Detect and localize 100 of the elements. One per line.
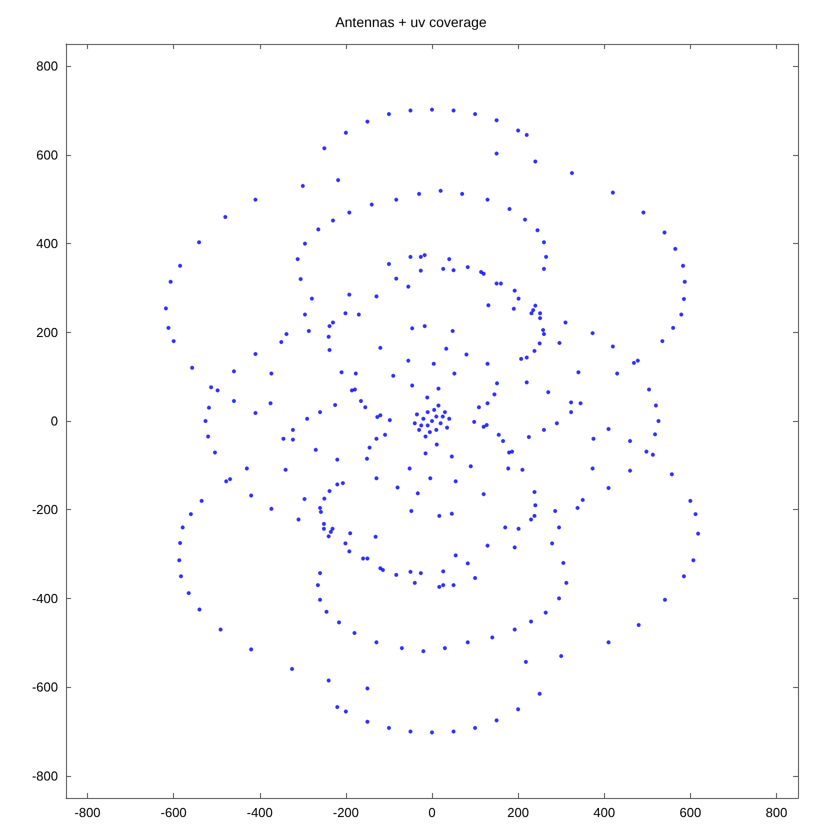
point (526, 434, 531, 439)
point (318, 571, 322, 576)
point (498, 282, 503, 286)
point (424, 434, 428, 439)
point (452, 108, 456, 113)
point (190, 366, 194, 370)
point (396, 486, 400, 490)
point (300, 184, 305, 188)
point (520, 468, 524, 472)
point (410, 384, 414, 388)
y-tick-label: -200 (32, 502, 58, 518)
point (452, 583, 456, 588)
point (206, 406, 211, 410)
point (386, 262, 391, 266)
point (452, 268, 456, 272)
point (318, 510, 323, 514)
point (450, 512, 454, 516)
point (496, 432, 501, 437)
point (417, 192, 422, 196)
point (412, 421, 417, 426)
point (365, 686, 370, 690)
point (330, 320, 335, 325)
point (302, 497, 307, 502)
point (394, 572, 398, 577)
point (681, 264, 686, 268)
point (696, 532, 700, 536)
point (412, 580, 417, 585)
point (365, 556, 370, 560)
point (424, 451, 428, 456)
point (486, 303, 490, 308)
point (408, 108, 412, 113)
point (557, 525, 562, 530)
point (563, 320, 568, 325)
x-tick-label: 400 (593, 805, 616, 820)
point (361, 556, 366, 560)
point (484, 422, 489, 427)
point (532, 490, 536, 494)
point (590, 466, 595, 470)
point (374, 534, 378, 539)
point (450, 328, 455, 333)
point (296, 257, 300, 262)
y-tick-label: -800 (32, 768, 58, 784)
point (328, 348, 332, 352)
point (322, 146, 326, 150)
point (531, 308, 536, 312)
point (335, 705, 340, 710)
x-tick-label: 0 (428, 805, 436, 820)
point (322, 526, 326, 531)
point (354, 372, 358, 376)
point (253, 352, 258, 356)
point (524, 380, 529, 384)
point (482, 424, 486, 429)
point (348, 531, 352, 536)
point (628, 468, 632, 473)
point (209, 385, 214, 390)
point (409, 509, 414, 514)
point (164, 306, 168, 310)
point (281, 436, 286, 441)
point (641, 210, 646, 215)
point (188, 512, 193, 516)
point (482, 272, 486, 276)
point (654, 403, 658, 408)
point (438, 421, 443, 426)
point (178, 540, 182, 545)
point (454, 479, 458, 484)
point (494, 152, 499, 156)
point (452, 729, 456, 734)
point (557, 596, 562, 600)
y-tick-label: 0 (50, 414, 58, 428)
point (391, 374, 396, 378)
point (644, 450, 648, 454)
point (417, 428, 422, 432)
point (326, 678, 331, 682)
point (445, 426, 450, 430)
point (542, 240, 546, 244)
point (290, 666, 294, 671)
point (383, 432, 388, 437)
point (421, 416, 426, 421)
point (479, 270, 484, 274)
point (660, 339, 664, 344)
point (249, 647, 254, 652)
point (430, 108, 434, 112)
point (682, 280, 687, 284)
point (564, 580, 568, 585)
point (316, 583, 320, 588)
point (442, 646, 447, 650)
point (662, 598, 667, 602)
x-tick-label: -200 (332, 805, 359, 820)
point (653, 432, 658, 436)
point (650, 452, 655, 457)
point (180, 525, 185, 530)
point (512, 288, 517, 293)
point (550, 541, 554, 546)
point (682, 297, 686, 302)
point (570, 171, 574, 176)
point (438, 188, 443, 193)
y-tick-label: -600 (32, 680, 58, 695)
point (347, 292, 352, 297)
point (542, 428, 546, 432)
point (591, 436, 596, 441)
